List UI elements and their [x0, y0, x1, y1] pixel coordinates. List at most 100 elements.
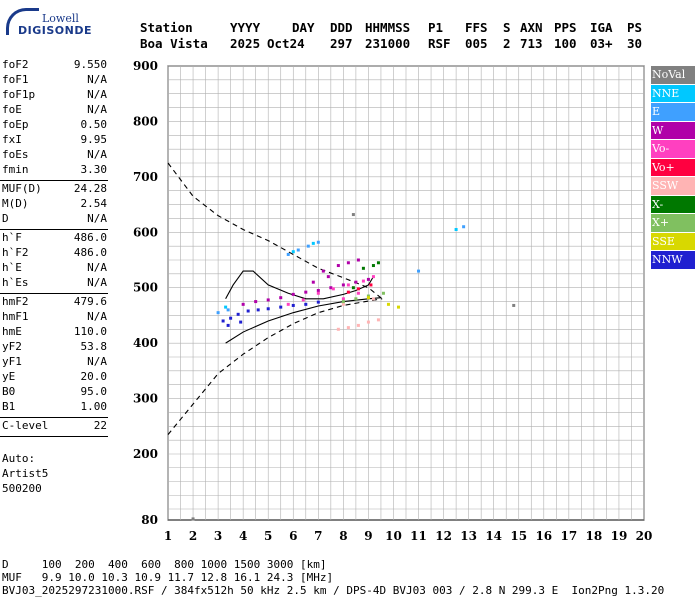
header-value: Oct24	[267, 36, 305, 51]
data-point	[354, 297, 358, 301]
param-row: hmE 110.0	[0, 325, 110, 340]
param-name: B1	[2, 400, 16, 413]
auto-info-line: Artist5	[2, 467, 49, 480]
data-point	[366, 320, 370, 324]
data-point	[329, 286, 333, 290]
param-row: hmF2 479.6	[0, 295, 110, 310]
data-point	[291, 303, 295, 307]
param-row: MUF(D) 24.28	[0, 182, 110, 197]
param-name: yF2	[2, 340, 22, 353]
data-point	[316, 288, 320, 292]
footer-file-row: BVJ03_2025297231000.RSF / 384fx512h 50 k…	[2, 584, 665, 597]
param-value: N/A	[87, 355, 107, 368]
data-point	[279, 296, 283, 300]
data-point	[236, 312, 240, 316]
param-name: hmF2	[2, 295, 29, 308]
x-tick-label: 20	[636, 529, 653, 543]
x-tick-label: 5	[264, 529, 272, 543]
header-label: FFS	[465, 20, 488, 35]
data-point	[341, 283, 345, 287]
param-name: fxI	[2, 133, 22, 146]
header-label: PS	[627, 20, 643, 35]
param-row: C-level 22	[0, 419, 110, 434]
data-point	[311, 241, 315, 245]
x-tick-label: 12	[435, 529, 452, 543]
header-value: 2025	[230, 36, 261, 51]
header-value: 713	[520, 36, 543, 51]
x-tick-label: 4	[239, 529, 247, 543]
data-point	[356, 287, 360, 291]
param-row: B0 95.0	[0, 385, 110, 400]
data-point	[351, 213, 355, 217]
param-value: 20.0	[80, 370, 108, 383]
data-point	[376, 261, 380, 265]
legend-entry: NNW	[651, 251, 695, 269]
data-point	[346, 283, 350, 287]
y-tick-label: 500	[133, 281, 158, 295]
param-row: D N/A	[0, 212, 110, 227]
param-value: N/A	[87, 73, 107, 86]
legend-entry: NoVal	[651, 66, 695, 84]
param-divider	[0, 436, 108, 437]
data-point	[351, 286, 355, 290]
param-name: foF1	[2, 73, 29, 86]
data-point	[371, 297, 375, 301]
param-row: B1 1.00	[0, 400, 110, 415]
data-point	[336, 264, 340, 268]
param-row: fxI 9.95	[0, 133, 110, 148]
logo-arc-icon	[6, 8, 39, 35]
header-label: P1	[428, 20, 444, 35]
param-name: yF1	[2, 355, 22, 368]
header-value: 231000	[365, 36, 411, 51]
header-label: AXN	[520, 20, 543, 35]
data-point	[386, 302, 390, 306]
param-value: N/A	[87, 148, 107, 161]
param-name: D	[2, 212, 9, 225]
x-tick-label: 9	[364, 529, 372, 543]
scaled-parameters-panel: foF2 9.550 foF1 N/A foF1p N/A foE N/A foEp 0.50 fx…	[0, 58, 110, 497]
param-row: foEp 0.50	[0, 118, 110, 133]
dashed-upper-curve	[167, 162, 383, 300]
data-point	[256, 308, 260, 312]
data-point	[266, 307, 270, 311]
data-point	[224, 305, 228, 309]
data-point	[326, 275, 330, 279]
data-point	[266, 298, 270, 302]
param-row: h`F2 486.0	[0, 246, 110, 261]
header-label: PPS	[554, 20, 577, 35]
y-tick-label: 900	[133, 59, 158, 73]
y-tick-label: 200	[133, 447, 158, 461]
x-tick-label: 3	[214, 529, 222, 543]
data-point	[354, 280, 358, 284]
x-tick-label: 14	[485, 529, 502, 543]
param-value: 53.8	[80, 340, 108, 353]
profile-lower-curve	[225, 297, 381, 344]
data-point	[361, 279, 365, 283]
param-value: 22	[93, 419, 107, 432]
param-row: foE N/A	[0, 103, 110, 118]
param-row: foF1p N/A	[0, 88, 110, 103]
param-name: fmin	[2, 163, 29, 176]
header-label: YYYY	[230, 20, 261, 35]
legend-entry: SSE	[651, 232, 695, 250]
param-row: h`Es N/A	[0, 276, 110, 291]
param-value: 2.54	[80, 197, 108, 210]
legend-entry: X+	[651, 214, 695, 232]
x-tick-label: 16	[535, 529, 552, 543]
data-point	[316, 291, 320, 295]
header-value: 100	[554, 36, 577, 51]
data-point	[356, 258, 360, 262]
x-tick-label: 11	[410, 529, 427, 543]
data-point	[396, 305, 400, 309]
param-row: foF1 N/A	[0, 73, 110, 88]
header-label: IGA	[590, 20, 613, 35]
x-tick-label: 7	[314, 529, 322, 543]
data-point	[221, 319, 225, 323]
header-value: 03+	[590, 36, 613, 51]
x-tick-label: 15	[510, 529, 527, 543]
data-point	[356, 291, 360, 295]
data-point	[216, 311, 220, 315]
data-point	[311, 280, 315, 284]
auto-info-line: Auto:	[2, 452, 36, 465]
x-tick-label: 17	[560, 529, 577, 543]
